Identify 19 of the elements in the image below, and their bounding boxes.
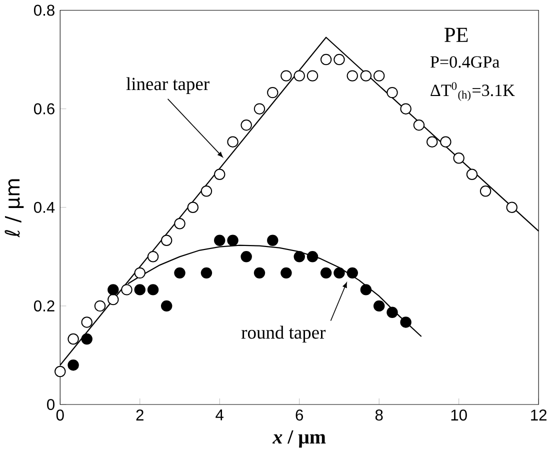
y-tick-label: 0.6 bbox=[34, 103, 54, 114]
annotation: linear taper bbox=[126, 77, 210, 94]
annotation: PE bbox=[444, 28, 468, 42]
annotation: ΔT$^{0}$$_{(h)}$=3.1K bbox=[430, 82, 515, 101]
annotation: round taper bbox=[241, 326, 326, 342]
y-axis-title: ℓ / μm bbox=[4, 179, 24, 238]
x-tick-label: 8 bbox=[375, 409, 383, 420]
y-tick-label: 0 bbox=[47, 398, 54, 410]
x-axis-title: x / μm bbox=[272, 430, 326, 448]
y-tick-label: 0.8 bbox=[34, 4, 54, 16]
x-tick-label: 4 bbox=[216, 409, 224, 420]
x-tick-label: 10 bbox=[451, 409, 467, 420]
x-tick-label: 6 bbox=[296, 409, 304, 420]
x-tick-label: 0 bbox=[56, 409, 64, 420]
x-tick-label: 2 bbox=[136, 409, 144, 420]
y-tick-label: 0.4 bbox=[34, 202, 55, 213]
annotation: P=0.4GPa bbox=[430, 56, 500, 68]
x-tick-label: 12 bbox=[531, 409, 546, 420]
y-tick-label: 0.2 bbox=[34, 300, 54, 312]
